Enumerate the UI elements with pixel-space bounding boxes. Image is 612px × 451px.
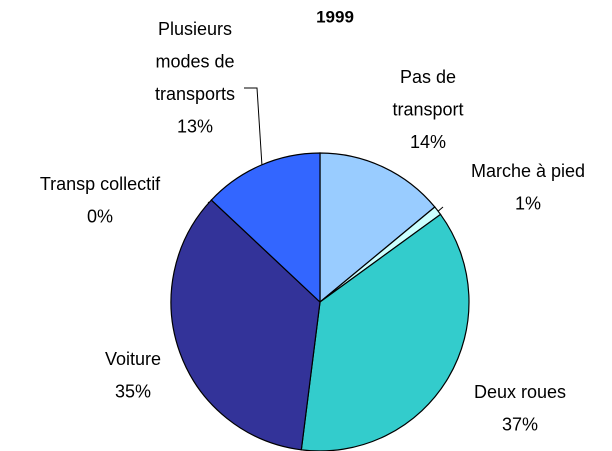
leader-line [244,87,263,167]
value-label: 1% [515,193,541,213]
slice-label: Marche à pied [471,161,585,181]
slice-label: Deux roues [474,382,566,402]
slice-label: Plusieurs modes de transports [155,19,235,104]
value-label: 35% [115,381,151,401]
pie-slice [210,152,321,304]
value-label: 14% [410,132,446,152]
value-label: 13% [177,116,213,136]
chart-title: 1999 [316,7,354,26]
slice-label: Pas de transport [392,67,463,120]
slice-label: Voiture [105,349,161,369]
pie-slice [300,213,470,451]
pie-slice [319,152,436,304]
value-label: 37% [502,414,538,434]
slice-label: Transp collectif [40,174,161,194]
pie-slice [170,199,321,451]
value-label: 0% [87,206,113,226]
